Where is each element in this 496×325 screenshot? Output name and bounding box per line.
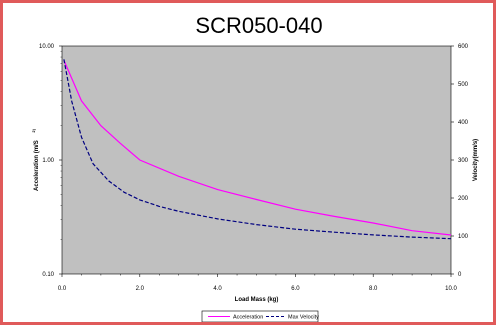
x-axis-label: Load Mass (kg) <box>235 297 279 303</box>
y-right-tick-label: 600 <box>458 44 469 50</box>
chart: SCR050-040 0.0 2.0 4.0 6.0 8.0 10.0 10.00 1.00 0… <box>31 13 479 322</box>
y-right-tick-label: 300 <box>458 158 469 164</box>
y-axis-right-label: Velocity(mm/s) <box>473 139 479 181</box>
y-left-tick-label: 0.10 <box>42 272 54 278</box>
x-tick-label: 2.0 <box>136 286 145 292</box>
x-tick-label: 6.0 <box>291 286 300 292</box>
legend-label-max-velocity: Max Velocity <box>288 315 319 321</box>
chart-title: SCR050-040 <box>195 13 322 38</box>
y-right-tick-label: 0 <box>458 272 462 278</box>
legend: Acceleration Max Velocity <box>201 310 319 322</box>
y-axis-left-label-main: Acceleration (m/S <box>34 140 40 191</box>
x-tick-label: 8.0 <box>369 286 378 292</box>
legend-box <box>201 310 319 322</box>
y-left-tick-label: 1.00 <box>42 158 54 164</box>
series-line-max-velocity <box>63 59 452 240</box>
y-right-tick-label: 500 <box>458 82 469 88</box>
y-left-tick-label: 10.00 <box>39 44 55 50</box>
y-axis-left-label: Acceleration (m/S 2) <box>31 128 40 191</box>
x-tick-label: 10.0 <box>445 286 457 292</box>
y-right-tick-label: 400 <box>458 120 469 126</box>
x-tick-label: 4.0 <box>213 286 222 292</box>
plot-area <box>61 45 452 275</box>
y-right-tick-label: 100 <box>458 234 469 240</box>
legend-label-acceleration: Acceleration <box>233 315 263 321</box>
series-line-acceleration <box>63 59 452 236</box>
x-tick-label: 0.0 <box>58 286 67 292</box>
y-axis-left-label-superscript: 2) <box>31 128 36 132</box>
y-right-tick-label: 200 <box>458 196 469 202</box>
